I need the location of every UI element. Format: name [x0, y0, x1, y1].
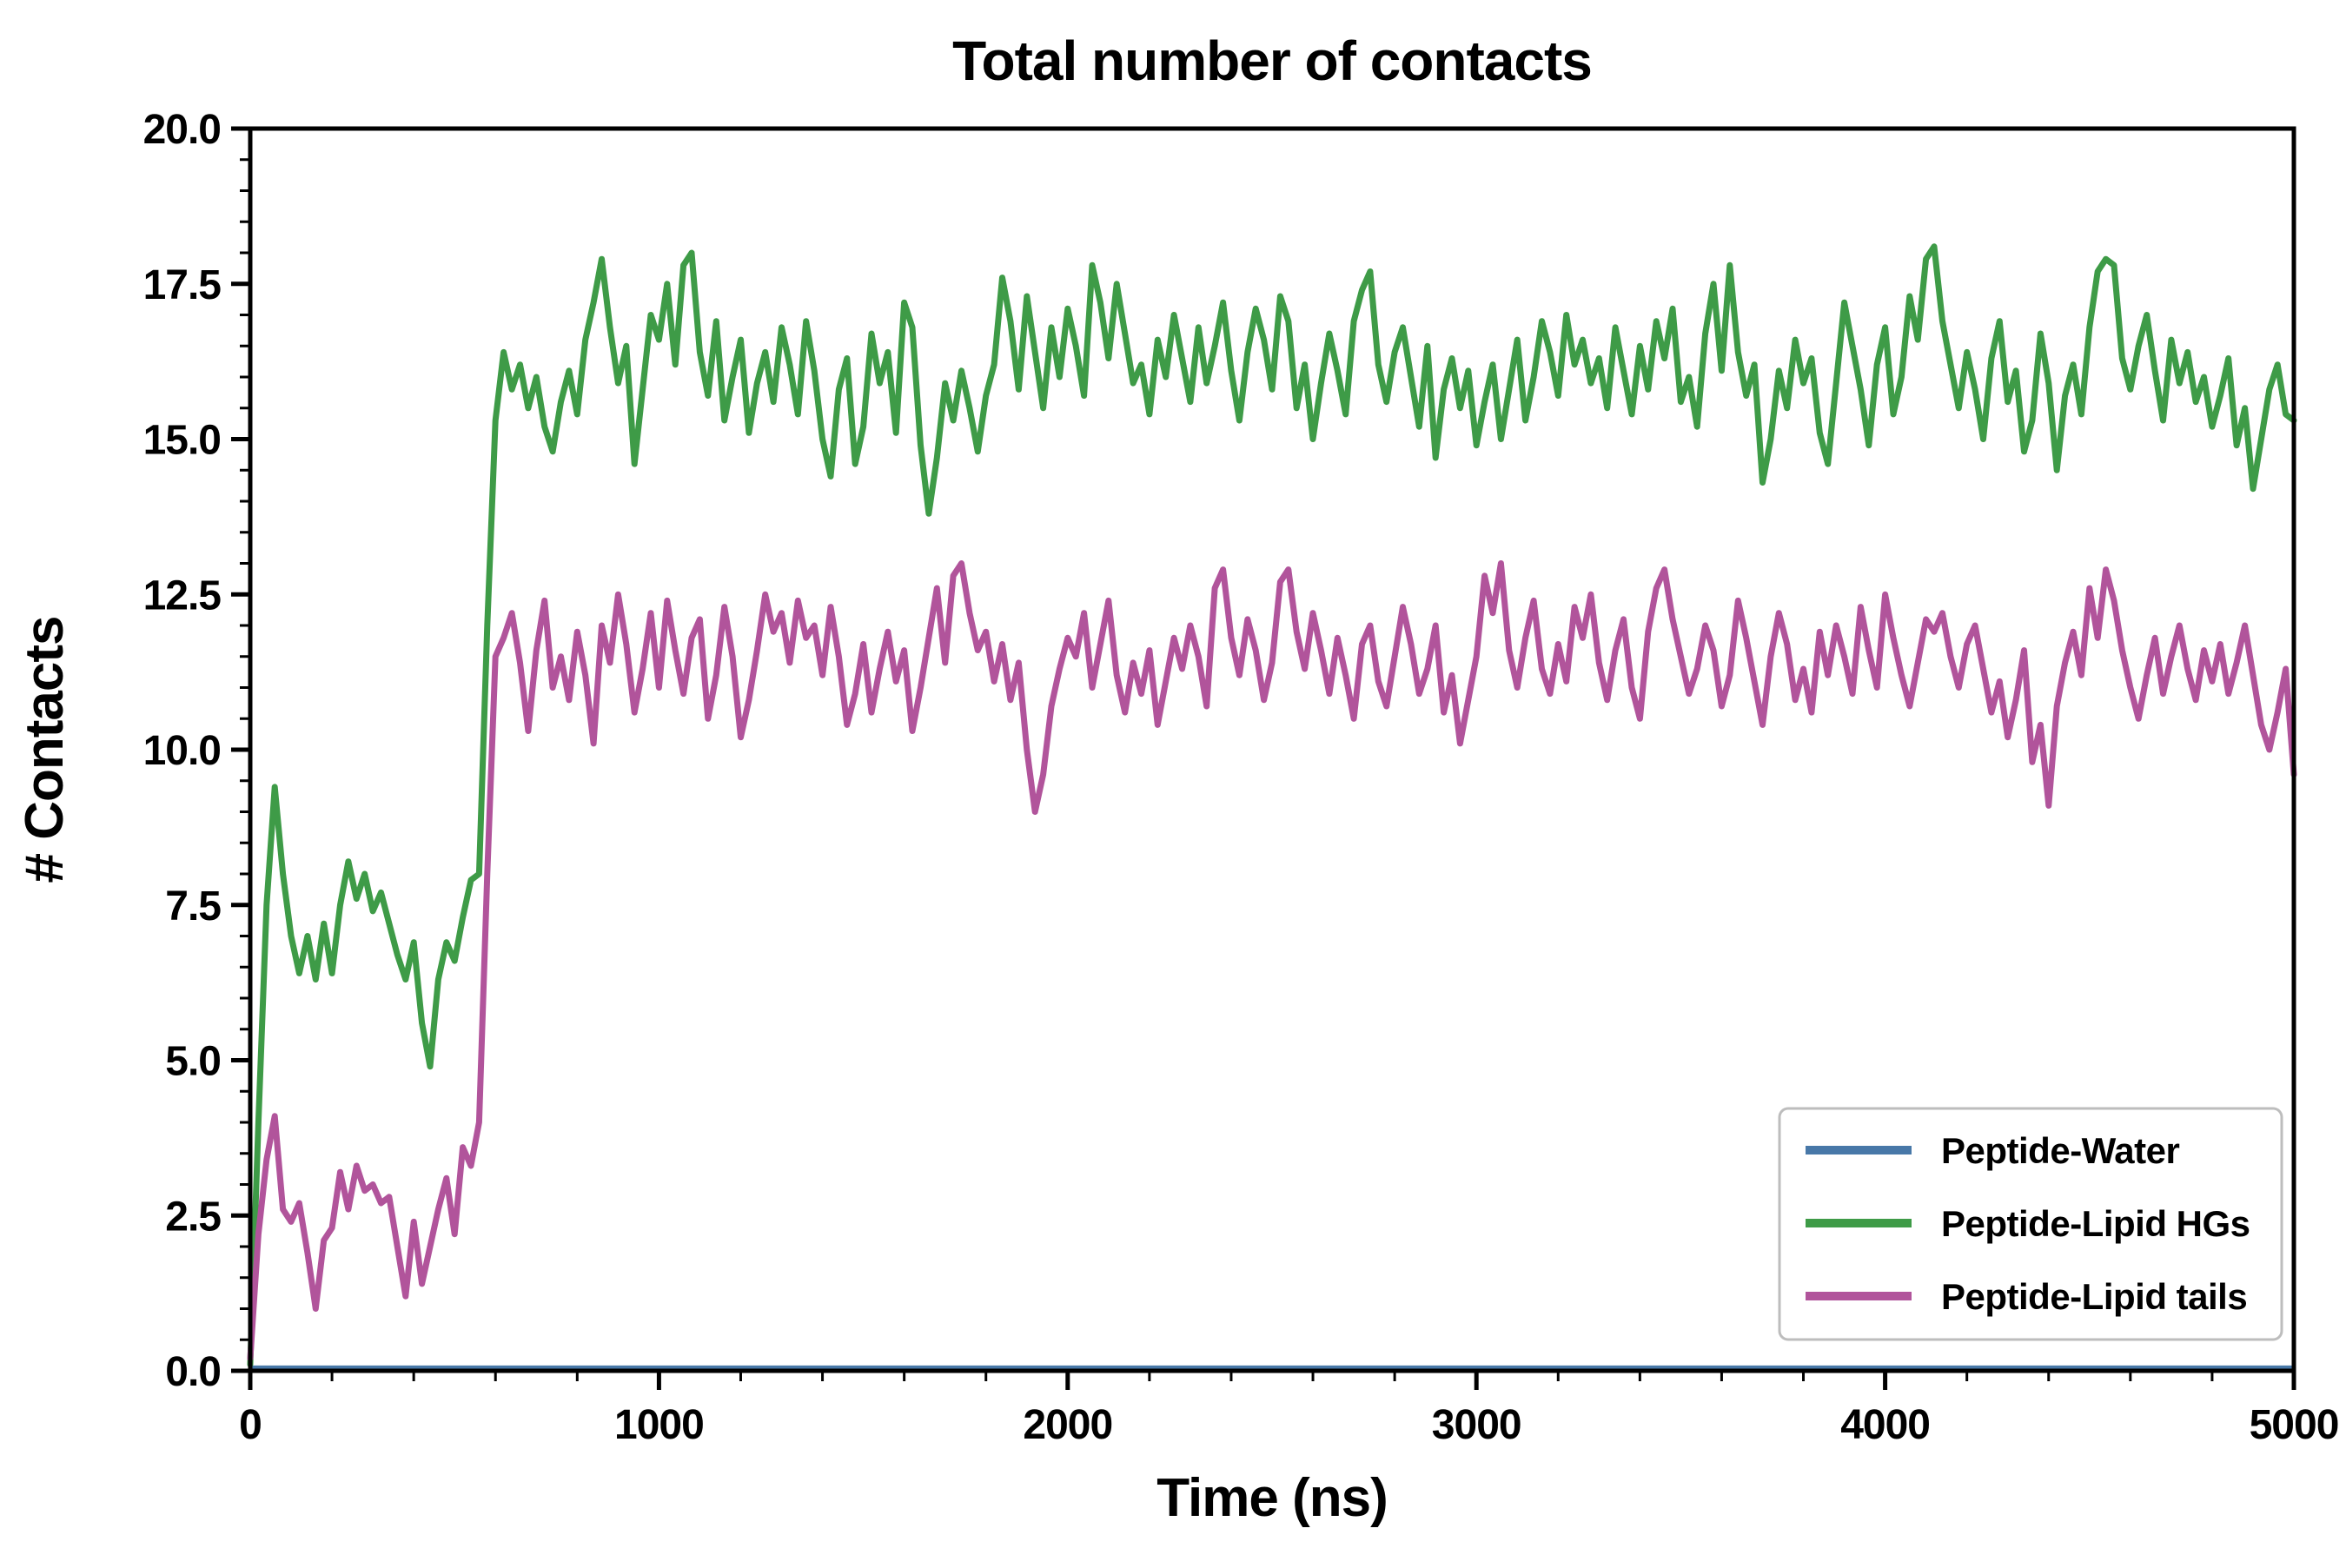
series-lines — [247, 243, 2297, 1370]
series-line-peptide-lipid-hgs — [247, 243, 2297, 1368]
x-tick-label: 1000 — [614, 1402, 704, 1448]
x-tick-label: 3000 — [1432, 1402, 1521, 1448]
legend-label: Peptide-Water — [1941, 1130, 2179, 1171]
y-tick-label: 17.5 — [143, 262, 222, 308]
y-tick-label: 10.0 — [143, 728, 221, 774]
y-tick-label: 0.0 — [165, 1349, 221, 1395]
legend: Peptide-Water Peptide-Lipid HGs Peptide-Li… — [1778, 1107, 2283, 1341]
legend-label: Peptide-Lipid tails — [1941, 1276, 2247, 1317]
tick-labels: 0 1000 2000 3000 4000 5000 0.0 2.5 5.0 7.5 10.0 12.… — [143, 107, 2340, 1448]
x-tick-label: 5000 — [2250, 1402, 2339, 1448]
plot-frame — [248, 126, 2296, 1373]
legend-box — [1778, 1107, 2283, 1341]
x-tick-label: 4000 — [1840, 1402, 1930, 1448]
x-axis-label: Time (ns) — [1156, 1468, 1387, 1528]
legend-label: Peptide-Lipid HGs — [1941, 1203, 2250, 1244]
y-tick-label: 2.5 — [165, 1194, 221, 1240]
y-tick-label: 7.5 — [165, 883, 221, 930]
major-ticks — [231, 126, 2296, 1390]
y-tick-label: 15.0 — [143, 418, 221, 464]
y-tick-label: 12.5 — [143, 572, 222, 619]
y-tick-label: 5.0 — [165, 1039, 221, 1085]
y-axis-label: # Contacts — [15, 617, 75, 883]
x-tick-label: 0 — [239, 1402, 262, 1448]
chart-title: Total number of contacts — [952, 30, 1592, 92]
series-line-peptide-lipid-tails — [247, 560, 2297, 1362]
y-tick-label: 20.0 — [143, 107, 221, 153]
x-tick-label: 2000 — [1023, 1402, 1112, 1448]
